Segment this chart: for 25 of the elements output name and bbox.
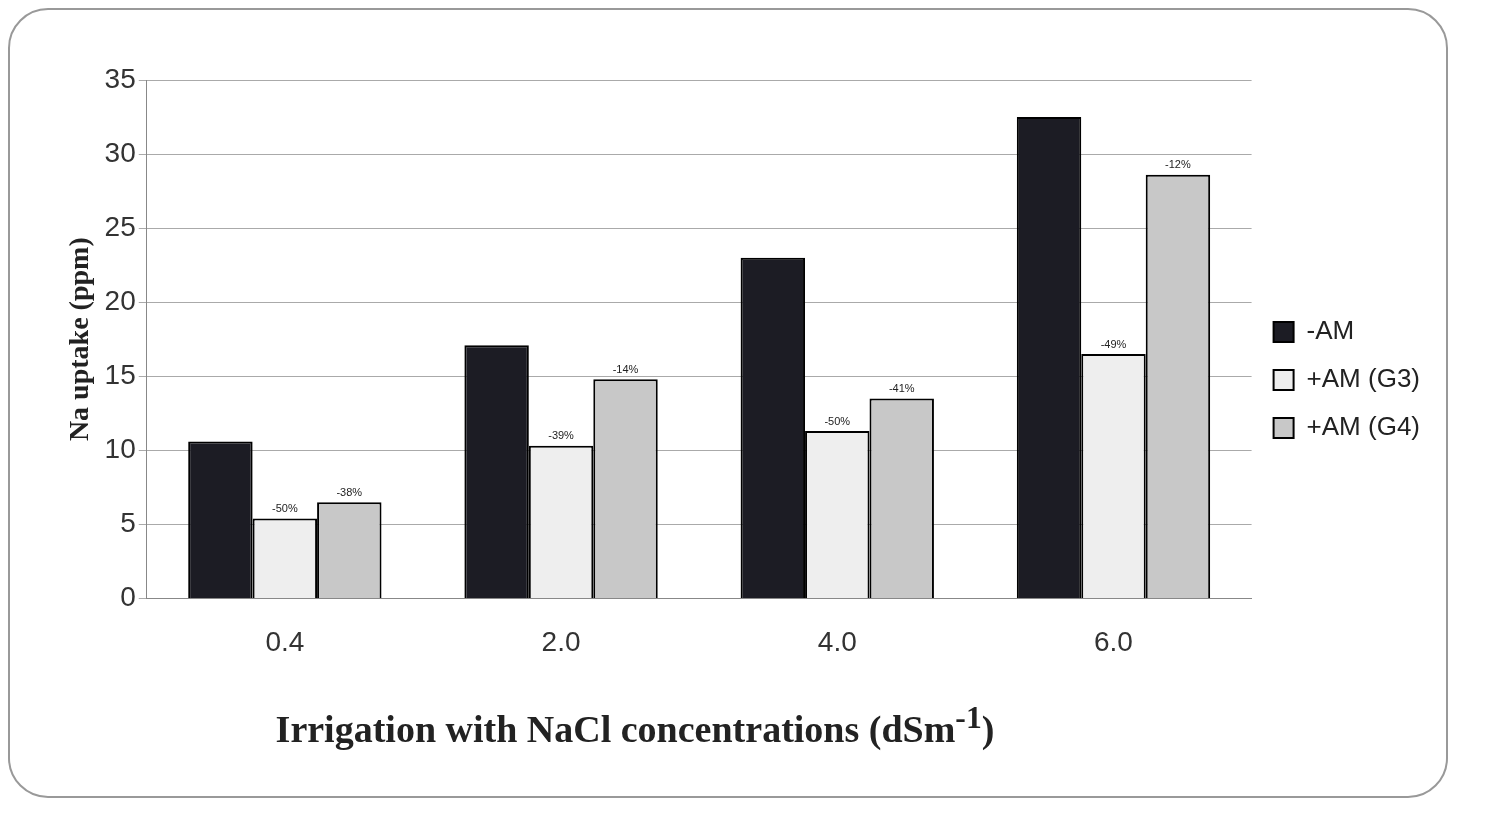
y-tick-label: 15 (104, 358, 136, 390)
annotation: -41% (888, 381, 915, 394)
legend-label: -AM (1306, 315, 1355, 346)
y-tick-label: 35 (104, 62, 136, 94)
annotation: -50% (272, 501, 298, 514)
y-tick-label: 5 (120, 507, 136, 539)
x-tick-label: 0.4 (265, 625, 305, 657)
legend-label: +AM (G3) (1306, 363, 1421, 394)
x-axis-title: Irrigation with NaCl concentrations (dSm$^{-1}$) (274, 700, 996, 751)
annotation: -38% (336, 485, 363, 498)
annotation: -39% (548, 429, 575, 442)
y-axis-title: Na uptake (ppm) (63, 237, 95, 442)
annotation: -50% (824, 414, 851, 427)
annotation: -49% (1100, 337, 1127, 350)
x-tick-label: 4.0 (817, 625, 857, 657)
y-tick-label: 10 (104, 433, 136, 464)
legend-label: +AM (G4) (1306, 411, 1421, 442)
y-tick-label: 25 (104, 210, 136, 242)
y-tick-label: 30 (104, 136, 136, 168)
x-tick-label: 6.0 (1094, 625, 1133, 657)
y-tick-label: 0 (120, 581, 136, 613)
annotation: -12% (1165, 158, 1191, 171)
annotation: -14% (612, 362, 639, 375)
x-tick-label: 2.0 (541, 625, 581, 657)
y-tick-label: 20 (104, 284, 136, 316)
